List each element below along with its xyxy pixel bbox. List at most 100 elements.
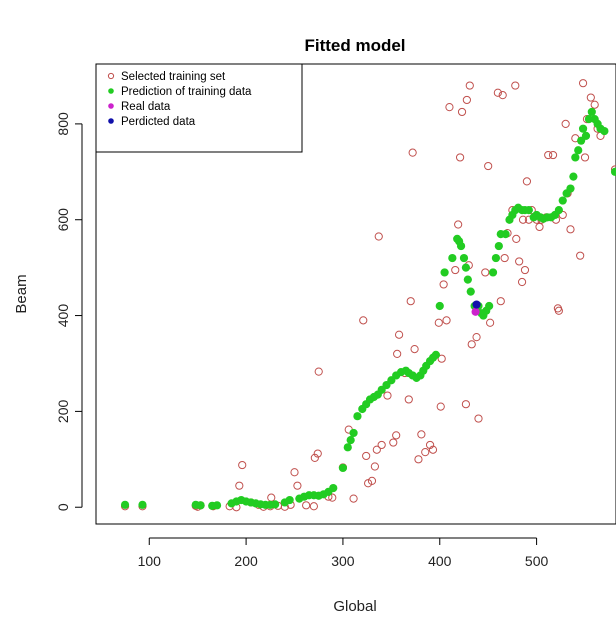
x-tick-label: 400 — [428, 553, 452, 569]
series-prediction-of-training-data — [120, 107, 616, 510]
data-point — [353, 412, 362, 421]
data-point — [442, 316, 451, 325]
legend-box — [95, 63, 303, 153]
data-point — [445, 103, 454, 112]
legend-marker — [108, 103, 114, 109]
data-point — [566, 225, 575, 234]
data-point — [554, 306, 563, 315]
data-point — [462, 95, 471, 105]
data-point — [574, 146, 583, 155]
data-point — [491, 253, 501, 263]
data-point — [517, 277, 527, 287]
data-point — [314, 367, 323, 376]
data-point — [349, 428, 358, 438]
data-point — [518, 215, 528, 224]
data-point — [472, 300, 481, 309]
data-point — [578, 124, 588, 133]
data-point — [404, 395, 413, 404]
series-real-data — [471, 307, 480, 316]
data-point — [496, 297, 505, 306]
x-tick-label: 100 — [138, 553, 162, 569]
data-point — [310, 453, 319, 462]
y-tick-label: 0 — [55, 503, 71, 511]
data-point — [471, 307, 480, 316]
chart-title: Fitted model — [304, 36, 405, 55]
legend-marker — [108, 88, 114, 94]
series-selected-training-set — [120, 79, 616, 512]
data-point — [370, 462, 379, 471]
data-point — [474, 414, 483, 423]
data-point — [309, 502, 318, 511]
legend-item: Selected training set — [107, 71, 226, 83]
legend-label: Perdicted data — [121, 116, 196, 128]
data-points — [120, 79, 616, 512]
data-point — [466, 287, 475, 296]
data-point — [290, 468, 299, 477]
data-point — [494, 241, 503, 251]
data-point — [393, 349, 402, 358]
data-point — [501, 230, 510, 239]
y-tick-label: 800 — [55, 112, 71, 136]
data-point — [410, 345, 419, 354]
legend-item: Prediction of training data — [108, 86, 252, 98]
data-point — [138, 500, 147, 509]
data-point — [581, 131, 591, 140]
legend-label: Selected training set — [121, 71, 226, 83]
data-point — [196, 501, 205, 510]
data-point — [448, 253, 457, 263]
data-point — [439, 280, 448, 289]
data-point — [338, 463, 348, 473]
data-point — [421, 448, 430, 457]
data-point — [377, 440, 386, 450]
data-point — [467, 340, 476, 349]
data-point — [302, 501, 311, 510]
data-point — [374, 232, 383, 241]
data-point — [580, 153, 590, 162]
data-point — [590, 100, 599, 109]
data-point — [576, 251, 585, 260]
data-point — [461, 263, 471, 272]
data-point — [465, 81, 474, 90]
data-point — [485, 301, 494, 311]
data-point — [362, 451, 371, 461]
legend-label: Prediction of training data — [121, 86, 252, 98]
y-tick-label: 600 — [55, 208, 71, 232]
data-point — [392, 431, 401, 440]
data-point — [383, 391, 392, 400]
data-point — [524, 206, 533, 215]
data-point — [571, 153, 580, 162]
legend-label: Real data — [121, 101, 171, 113]
data-point — [455, 153, 465, 162]
data-point — [600, 126, 609, 136]
data-point — [535, 222, 544, 232]
data-point — [349, 494, 358, 503]
data-point — [587, 107, 596, 117]
legend-item: Real data — [108, 101, 171, 113]
x-tick-label: 500 — [525, 553, 549, 569]
data-point — [463, 275, 472, 284]
data-point — [488, 268, 498, 277]
data-point — [548, 150, 558, 160]
data-point — [408, 148, 417, 157]
y-tick-label: 400 — [55, 304, 71, 328]
data-point — [456, 241, 466, 251]
data-point — [414, 455, 423, 464]
data-point — [484, 161, 493, 171]
data-point — [293, 481, 302, 490]
data-point — [372, 445, 381, 454]
data-point — [511, 81, 520, 90]
data-point — [498, 91, 507, 100]
data-point — [343, 443, 352, 452]
plot-frame — [95, 63, 616, 525]
legend-marker — [107, 72, 115, 80]
data-point — [431, 350, 440, 359]
data-point — [459, 253, 469, 263]
data-point — [417, 430, 426, 439]
data-point — [472, 333, 481, 342]
data-point — [512, 234, 521, 243]
data-point — [436, 402, 445, 411]
data-point — [394, 330, 404, 339]
data-point — [434, 318, 443, 327]
